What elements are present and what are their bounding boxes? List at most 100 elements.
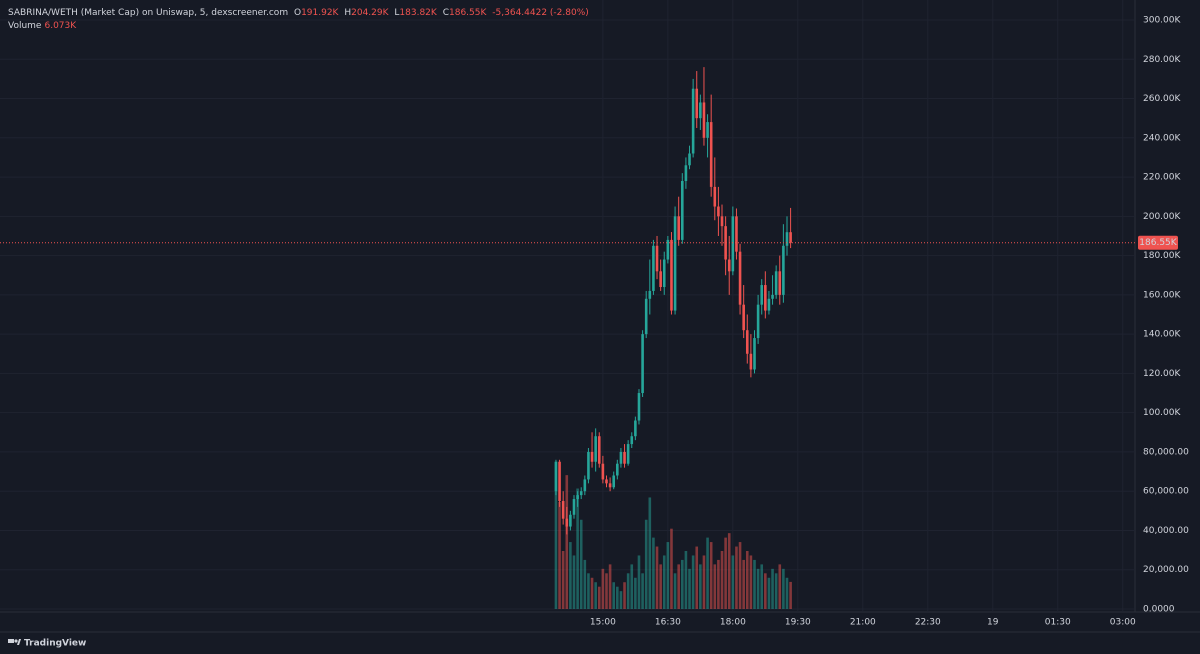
volume-bar bbox=[561, 550, 565, 609]
candle-layer bbox=[554, 67, 792, 535]
volume-bar bbox=[774, 573, 778, 609]
volume-bar bbox=[731, 555, 735, 609]
x-tick-label: 21:00 bbox=[850, 618, 876, 628]
volume-bar bbox=[724, 537, 727, 609]
volume-bar bbox=[594, 582, 597, 609]
candle-body bbox=[727, 259, 731, 272]
high-value: 204.29K bbox=[351, 8, 389, 18]
candle-body bbox=[702, 102, 706, 138]
candle-body bbox=[749, 353, 753, 370]
y-tick-label: 260.00K bbox=[1143, 94, 1181, 104]
brand: TradingView bbox=[24, 639, 86, 649]
candle-body bbox=[742, 304, 745, 331]
candle-body bbox=[637, 393, 641, 421]
x-tick-label: 19:30 bbox=[785, 618, 811, 628]
brand-logo bbox=[8, 639, 21, 645]
volume-bar bbox=[662, 555, 666, 609]
volume-bar bbox=[655, 546, 659, 609]
legend: SABRINA/WETH (Market Cap) on Uniswap, 5,… bbox=[8, 8, 589, 18]
x-tick-label: 22:30 bbox=[915, 618, 941, 628]
y-tick-label: 60,000.00 bbox=[1143, 487, 1189, 497]
volume-bar bbox=[579, 519, 583, 609]
volume-bar bbox=[569, 542, 572, 609]
candle-body bbox=[641, 334, 644, 394]
candle-body bbox=[778, 271, 782, 295]
candle-body bbox=[691, 88, 695, 154]
volume-bar bbox=[619, 591, 623, 609]
volume-bar bbox=[558, 501, 561, 609]
x-tick-label: 18:00 bbox=[720, 618, 746, 628]
candle-body bbox=[579, 491, 583, 496]
x-tick-label: 01:30 bbox=[1045, 618, 1071, 628]
candle-body bbox=[565, 518, 569, 527]
axes: 0.0000 20,000.00 40,000.00 60,000.00 80,000.… bbox=[0, 16, 1189, 628]
volume-bar bbox=[601, 568, 605, 609]
candle-body bbox=[608, 483, 612, 488]
volume-legend: Volume 6.073K bbox=[8, 21, 77, 31]
volume-bar bbox=[583, 559, 587, 609]
volume-bar bbox=[756, 568, 760, 609]
volume-bar bbox=[782, 568, 785, 609]
volume-bar bbox=[623, 582, 626, 609]
title: SABRINA/WETH (Market Cap) on Uniswap, 5,… bbox=[8, 8, 288, 18]
volume-bar bbox=[572, 555, 576, 609]
candle-body bbox=[767, 298, 771, 311]
candle-body bbox=[569, 514, 572, 527]
candle-body bbox=[594, 436, 597, 462]
logo-part bbox=[14, 639, 18, 643]
candle-body bbox=[713, 186, 717, 207]
volume-bar bbox=[590, 577, 594, 609]
candle-body bbox=[785, 232, 789, 246]
volume-bar bbox=[789, 581, 792, 609]
volume-bar bbox=[695, 546, 699, 609]
low-value: 183.82K bbox=[399, 8, 437, 18]
volume-bar bbox=[605, 573, 608, 609]
volume-bar bbox=[641, 573, 644, 609]
candle-body bbox=[753, 338, 756, 370]
y-tick-label: 240.00K bbox=[1143, 133, 1181, 143]
volume-bar bbox=[735, 546, 738, 609]
candle-body bbox=[623, 451, 626, 464]
volume-bar bbox=[634, 577, 637, 609]
volume-bar bbox=[713, 564, 717, 609]
candle-body bbox=[626, 444, 630, 464]
volume-bar bbox=[771, 568, 774, 609]
candle-body bbox=[652, 245, 655, 291]
high-key: H bbox=[344, 8, 351, 18]
volume-name: Volume bbox=[8, 21, 42, 31]
candle-body bbox=[724, 226, 727, 260]
open-value: 191.92K bbox=[301, 8, 339, 18]
volume-bar bbox=[626, 573, 630, 609]
candle-body bbox=[681, 180, 684, 240]
logo-part bbox=[8, 639, 14, 643]
y-tick-label: 20,000.00 bbox=[1143, 565, 1189, 575]
volume-bar bbox=[720, 550, 724, 609]
volume-bar bbox=[778, 564, 782, 609]
candle-body bbox=[590, 451, 594, 462]
candle-body bbox=[731, 216, 735, 272]
candle-body bbox=[782, 245, 785, 295]
logo-part bbox=[17, 639, 21, 645]
x-tick-label: 15:00 bbox=[590, 618, 616, 628]
volume-bar bbox=[616, 586, 619, 609]
x-tick-label: 19 bbox=[987, 618, 999, 628]
volume-bar bbox=[691, 555, 695, 609]
candle-body bbox=[745, 330, 749, 354]
candle-body bbox=[720, 216, 724, 227]
candle-body bbox=[634, 420, 637, 437]
y-tick-label: 100.00K bbox=[1143, 408, 1181, 418]
last-price-label: 186.55K bbox=[1139, 238, 1177, 248]
volume-bar bbox=[709, 542, 713, 609]
y-tick-label: 180.00K bbox=[1143, 251, 1181, 261]
candle-body bbox=[558, 461, 561, 502]
volume-bar bbox=[767, 577, 771, 609]
y-tick-label: 140.00K bbox=[1143, 330, 1181, 340]
candle-body bbox=[576, 495, 579, 500]
volume-bar bbox=[630, 564, 634, 609]
candle-body bbox=[601, 463, 605, 480]
volume-bar bbox=[576, 488, 579, 609]
volume-bar bbox=[554, 461, 558, 609]
